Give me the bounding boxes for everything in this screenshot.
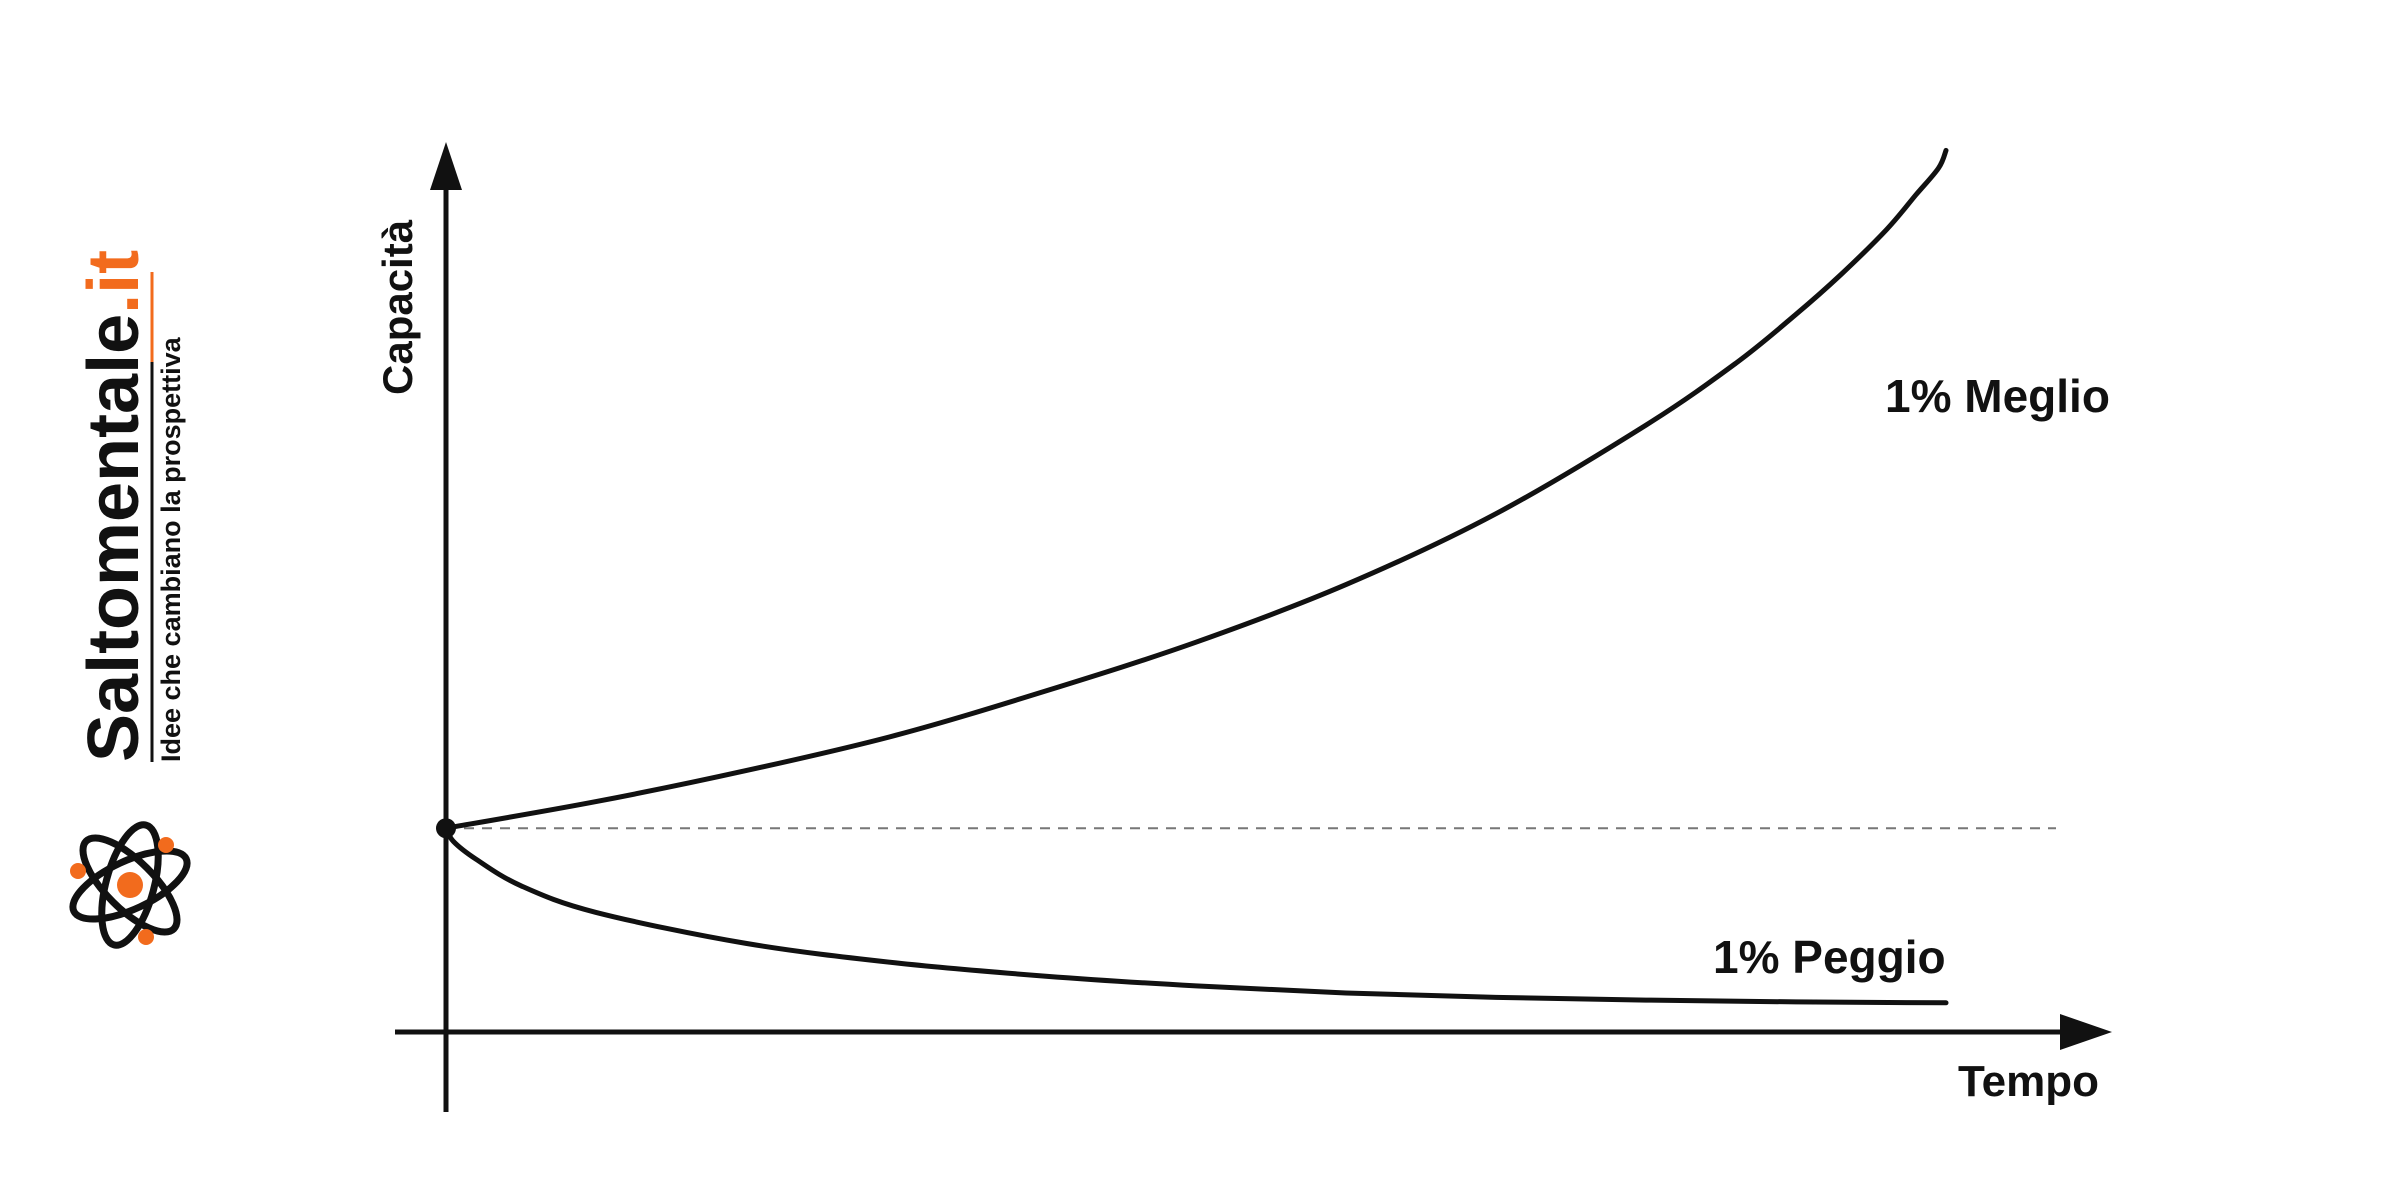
series-line-peggio	[443, 825, 1949, 1006]
y-axis-arrow	[430, 142, 462, 190]
series-line-meglio	[443, 147, 1949, 831]
brand-accent: .it	[74, 250, 154, 314]
start-point	[436, 818, 456, 839]
svg-text:Saltomentale.it: Saltomentale.it	[74, 250, 154, 762]
brand-logo: Saltomentale.it Idee che cambiano la pro…	[69, 250, 191, 949]
atom-icon	[69, 821, 191, 949]
brand-tagline: Idee che cambiano la prospettiva	[156, 336, 186, 762]
series-label-meglio: 1% Meglio	[1885, 370, 2110, 422]
series-label-peggio: 1% Peggio	[1713, 931, 1946, 983]
x-axis-arrow	[2060, 1014, 2112, 1050]
brand-name: Saltomentale	[74, 314, 154, 762]
y-axis-label: Capacità	[374, 219, 421, 395]
x-axis-label: Tempo	[1958, 1057, 2099, 1106]
